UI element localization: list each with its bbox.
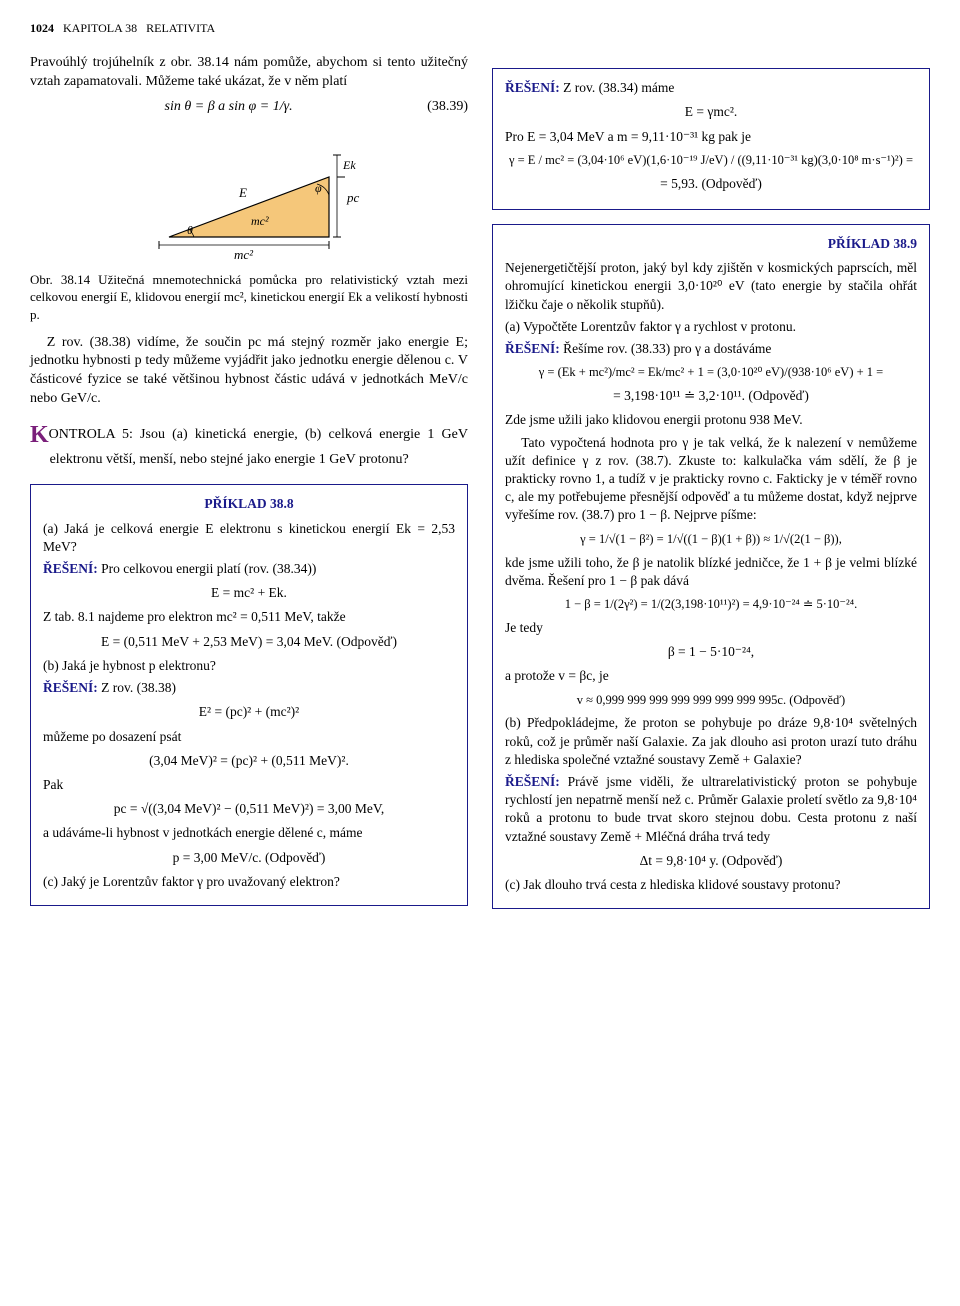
label-mc2-side: mc²	[251, 214, 269, 228]
example-38-8: PŘÍKLAD 38.8 (a) Jaká je celková energie…	[30, 484, 468, 906]
ex9-pa4: Tato vypočtená hodnota pro γ je tak velk…	[505, 434, 917, 525]
ex8c-sol: ŘEŠENÍ: Z rov. (38.34) máme	[505, 79, 917, 97]
ex8-line-b2: můžeme po dosazení psát	[43, 728, 455, 746]
topic-label: RELATIVITA	[146, 21, 215, 35]
triangle-diagram: E Ek mc² mc² pc θ φ	[119, 127, 379, 267]
ex8c-eq2a: γ = E / mc² = (3,04·10⁶ eV)(1,6·10⁻¹⁹ J/…	[505, 152, 917, 169]
ex8-eq-a2: E = (0,511 MeV + 2,53 MeV) = 3,04 MeV. (…	[43, 633, 455, 651]
ex9-eq-a1: γ = (Ek + mc²)/mc² = Ek/mc² + 1 = (3,0·1…	[505, 364, 917, 381]
example-38-8c-box: ŘEŠENÍ: Z rov. (38.34) máme E = γmc². Pr…	[492, 68, 930, 210]
chapter-label: KAPITOLA 38	[63, 21, 137, 35]
solution-label: ŘEŠENÍ:	[505, 774, 560, 789]
ex9-qa: (a) Vypočtěte Lorentzův faktor γ a rychl…	[505, 318, 917, 336]
label-E: E	[238, 185, 247, 200]
ex8c-eq2b: = 5,93. (Odpověď)	[505, 175, 917, 193]
ex8-sol-b: ŘEŠENÍ: Z rov. (38.38)	[43, 679, 455, 697]
ex8-eq-b1: E² = (pc)² + (mc²)²	[43, 703, 455, 721]
solution-label: ŘEŠENÍ:	[43, 561, 98, 576]
two-column-layout: Pravoúhlý trojúhelník z obr. 38.14 nám p…	[30, 54, 930, 923]
kontrola-block: KONTROLA 5: Jsou (a) kinetická energie, …	[30, 419, 468, 470]
ex8-tab-line: Z tab. 8.1 najdeme pro elektron mc² = 0,…	[43, 608, 455, 626]
ex9-eq-a2: = 3,198·10¹¹ ≐ 3,2·10¹¹. (Odpověď)	[505, 387, 917, 405]
ex8-eq-b3: pc = √((3,04 MeV)² − (0,511 MeV)²) = 3,0…	[43, 800, 455, 818]
eq-number: (38.39)	[427, 98, 468, 117]
ex9-pa3: Zde jsme užili jako klidovou energii pro…	[505, 411, 917, 429]
label-Ek: Ek	[342, 158, 356, 172]
ex9-eq-a3: γ = 1/√(1 − β²) = 1/√((1 − β)(1 + β)) ≈ …	[505, 531, 917, 548]
ex9-eq-b: Δt = 9,8·10⁴ y. (Odpověď)	[505, 852, 917, 870]
page-number: 1024	[30, 21, 54, 35]
eq-sin: sin θ = β a sin φ = 1/γ. (38.39)	[30, 98, 468, 117]
intro-paragraph: Pravoúhlý trojúhelník z obr. 38.14 nám p…	[30, 54, 468, 92]
ex8-qb: (b) Jaká je hybnost p elektronu?	[43, 657, 455, 675]
solution-label: ŘEŠENÍ:	[505, 80, 560, 95]
ex9-qc: (c) Jak dlouho trvá cesta z hlediska kli…	[505, 876, 917, 894]
label-phi: φ	[315, 181, 322, 195]
left-column: Pravoúhlý trojúhelník z obr. 38.14 nám p…	[30, 54, 468, 923]
label-mc2-base: mc²	[234, 247, 254, 262]
ex8-eq-a: E = mc² + Ek.	[43, 584, 455, 602]
example-title: PŘÍKLAD 38.9	[505, 235, 917, 253]
ex8-qa: (a) Jaká je celková energie E elektronu …	[43, 520, 455, 556]
ex8-qc: (c) Jaký je Lorentzův faktor γ pro uvažo…	[43, 873, 455, 891]
example-title: PŘÍKLAD 38.8	[43, 495, 455, 513]
solution-label: ŘEŠENÍ:	[43, 680, 98, 695]
solution-label: ŘEŠENÍ:	[505, 341, 560, 356]
dropcap-k: K	[30, 422, 49, 448]
figure-triangle: E Ek mc² mc² pc θ φ Obr. 38.14 Užitečná …	[30, 127, 468, 324]
paragraph-after-fig: Z rov. (38.38) vidíme, že součin pc má s…	[30, 334, 468, 410]
ex8c-eq1: E = γmc².	[505, 103, 917, 121]
ex9-pa6: Je tedy	[505, 619, 917, 637]
figure-caption: Obr. 38.14 Užitečná mnemotechnická pomůc…	[30, 271, 468, 324]
triangle-shape	[169, 177, 329, 237]
kontrola-text: ONTROLA 5: Jsou (a) kinetická energie, (…	[49, 427, 468, 467]
ex8-pak: Pak	[43, 776, 455, 794]
ex9-sol-b: ŘEŠENÍ: Právě jsme viděli, že ultrarelat…	[505, 773, 917, 846]
ex8c-line2: Pro E = 3,04 MeV a m = 9,11·10⁻³¹ kg pak…	[505, 128, 917, 146]
ex8-sol-a: ŘEŠENÍ: Pro celkovou energii platí (rov.…	[43, 560, 455, 578]
ex9-eq-a5: β = 1 − 5·10⁻²⁴,	[505, 643, 917, 661]
ex9-pa5: kde jsme užili toho, že β je natolik blí…	[505, 554, 917, 590]
ex8-eq-b4: p = 3,00 MeV/c. (Odpověď)	[43, 849, 455, 867]
label-pc: pc	[346, 190, 360, 205]
ex9-sol-a: ŘEŠENÍ: Řešíme rov. (38.33) pro γ a dost…	[505, 340, 917, 358]
ex9-qb: (b) Předpokládejme, že proton se pohybuj…	[505, 714, 917, 769]
ex9-intro: Nejenergetičtější proton, jaký byl kdy z…	[505, 259, 917, 314]
page-header: 1024 KAPITOLA 38 RELATIVITA	[30, 20, 930, 36]
ex9-eq-a6: v ≈ 0,999 999 999 999 999 999 999 995c. …	[505, 692, 917, 709]
ex8-line-b3: a udáváme-li hybnost v jednotkách energi…	[43, 824, 455, 842]
ex9-pa7: a protože v = βc, je	[505, 667, 917, 685]
ex9-eq-a4: 1 − β = 1/(2γ²) = 1/(2(3,198·10¹¹)²) = 4…	[505, 596, 917, 613]
example-38-9: PŘÍKLAD 38.9 Nejenergetičtější proton, j…	[492, 224, 930, 909]
right-column: ŘEŠENÍ: Z rov. (38.34) máme E = γmc². Pr…	[492, 54, 930, 923]
ex8-eq-b2: (3,04 MeV)² = (pc)² + (0,511 MeV)².	[43, 752, 455, 770]
